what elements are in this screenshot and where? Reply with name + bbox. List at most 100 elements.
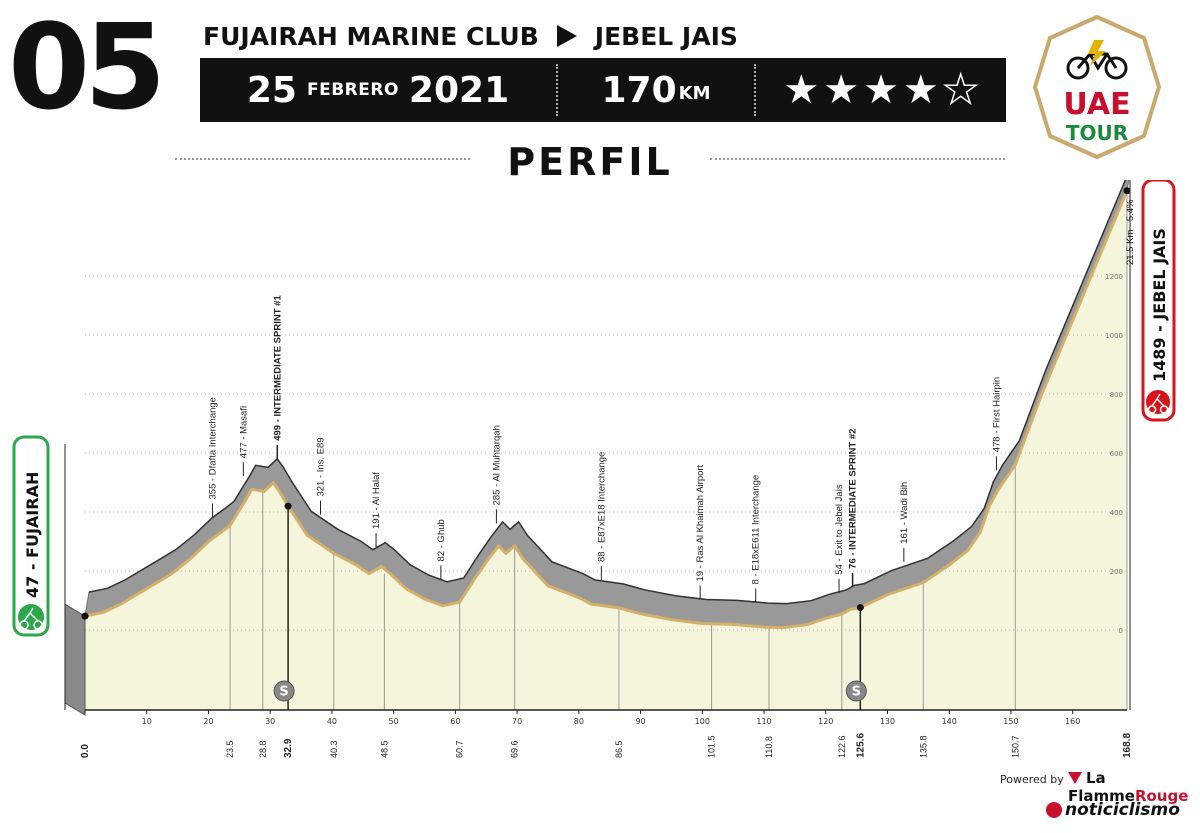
x-tick-label: 10 (142, 717, 152, 726)
dotted-rule-right (710, 158, 1005, 160)
distance-value: 170 (601, 69, 677, 111)
star-empty-icon: ★ (942, 66, 979, 114)
km-point-label: 69.6 (510, 740, 520, 758)
waypoint-label: 8 - E18xE611 Interchange (751, 475, 762, 585)
km-point-label: 122.6 (837, 735, 847, 758)
km-point-label: 23.5 (225, 740, 235, 758)
x-tick-label: 30 (265, 717, 275, 726)
date-day: 25 (246, 69, 297, 111)
waypoint-label: 321 - Ins. E89 (315, 437, 326, 496)
logo-badge-frame (1032, 14, 1162, 160)
finish-point (1123, 187, 1131, 195)
y-tick-label: 200 (1110, 568, 1123, 576)
km-point-label: 135.8 (918, 735, 928, 758)
x-tick-label: 140 (942, 717, 957, 726)
km-point-label: 125.6 (855, 733, 866, 758)
x-tick-label: 80 (574, 717, 584, 726)
waypoint-label: 499 - INTERMEDIATE SPRINT #1 (272, 295, 283, 441)
brand-la-flamme-rouge: La FlammeRouge (1068, 769, 1200, 805)
km-point-label: 60.7 (455, 740, 465, 758)
route-start: FUJAIRAH MARINE CLUB (203, 21, 539, 51)
x-tick-label: 100 (695, 717, 710, 726)
sprint-point (856, 604, 864, 612)
finish-marker-label: 1489 - JEBEL JAIS (1150, 228, 1169, 382)
start-point (81, 612, 89, 620)
waypoint-label: 355 - Dfafta Interchange (207, 397, 218, 499)
site-name: noticiclismo (1065, 800, 1180, 820)
sprint-badge-icon (273, 680, 295, 702)
finish-marker-pill (1141, 180, 1176, 422)
waypoint-label: 477 - Masafi (238, 406, 249, 458)
stage-date: 25 FEBRERO 2021 (200, 58, 556, 122)
sprint-badge-label: S (852, 685, 861, 700)
km-point-label: 110.8 (764, 736, 774, 758)
start-marker-label: 47 - FUJAIRAH (23, 472, 42, 598)
x-tick-label: 70 (512, 717, 522, 726)
km-point-label: 32.9 (283, 738, 294, 758)
start-marker-pill (12, 435, 50, 637)
route-title: FUJAIRAH MARINE CLUB JEBEL JAIS (203, 18, 738, 54)
stage-info-bar: 25 FEBRERO 2021 170 KM ★ ★ ★ ★ ★ (200, 58, 1006, 122)
road-line (84, 190, 1129, 630)
cyclist-badge-icon (1046, 802, 1062, 818)
y-tick-label: 0 (1119, 627, 1123, 635)
route-finish: JEBEL JAIS (594, 21, 738, 51)
powered-by-label: Powered by (1000, 773, 1064, 786)
waypoint-label: 478 - First Hairpin (991, 377, 1002, 453)
info-divider (556, 64, 558, 116)
date-year: 2021 (408, 69, 510, 111)
km-point-label: 28.8 (258, 740, 268, 758)
star-filled-icon: ★ (863, 67, 899, 113)
km-point-label: 0.0 (80, 744, 91, 758)
brand-part-a: La Flamme (1068, 769, 1135, 805)
difficulty-rating: ★ ★ ★ ★ ★ (756, 58, 1006, 122)
x-tick-label: 130 (880, 717, 895, 726)
section-header: PERFIL (175, 140, 1005, 184)
flamme-rouge-icon (1068, 772, 1082, 784)
date-month: FEBRERO (306, 80, 399, 100)
waypoint-label: 82 - Ghub (436, 519, 447, 561)
km-point-label: 150.7 (1010, 735, 1020, 758)
waypoint-label: 88 - E87xE18 Interchange (596, 452, 607, 562)
star-filled-icon: ★ (902, 67, 939, 113)
waypoint-label: 76 - INTERMEDIATE SPRINT #2 (848, 429, 859, 569)
x-tick-label: 110 (756, 717, 771, 726)
waypoint-label: 161 - Wadi Bih (899, 482, 910, 544)
noticiclismo-logo: noticiclismo (1046, 800, 1180, 820)
y-tick-label: 1000 (1105, 332, 1123, 340)
finish-bike-glyph (1147, 393, 1169, 414)
stage-number: 05 (8, 0, 166, 136)
y-tick-label: 600 (1110, 450, 1123, 458)
section-title: PERFIL (507, 140, 673, 184)
brand-part-b: Rouge (1134, 787, 1189, 805)
y-tick-label: 800 (1110, 391, 1123, 399)
x-tick-label: 160 (1065, 717, 1080, 726)
start-cyclist-icon (18, 604, 44, 630)
info-divider (754, 64, 756, 116)
sprint-badge-icon (845, 680, 867, 702)
bicycle-icon (1066, 52, 1128, 80)
x-tick-label: 60 (450, 717, 460, 726)
waypoint-label: 54 - Exit to Jebel Jais (834, 484, 845, 575)
uae-tour-logo: UAE TOUR (1032, 14, 1162, 160)
x-tick-label: 20 (203, 717, 213, 726)
sprint-badge-label: S (279, 685, 288, 700)
waypoint-label: 191 - Al Halaf (371, 472, 382, 529)
km-point-label: 168.8 (1122, 733, 1133, 758)
stage-distance: 170 KM (558, 58, 754, 122)
x-tick-label: 40 (327, 717, 337, 726)
waypoint-label: 19 - Ras Al Khaimah Airport (695, 464, 706, 581)
star-filled-icon: ★ (823, 67, 860, 113)
x-tick-label: 120 (818, 717, 833, 726)
km-point-label: 86.5 (614, 740, 624, 758)
profile-fill-area (85, 190, 1127, 710)
start-bike-glyph (19, 607, 43, 630)
star-filled-icon: ★ (783, 67, 820, 113)
y-tick-label: 400 (1110, 509, 1123, 517)
profile-start-wall (64, 603, 86, 716)
finish-cyclist-icon (1146, 390, 1170, 414)
lightning-icon (1088, 40, 1106, 66)
route-arrow-icon (556, 25, 577, 47)
sprint-point (284, 502, 292, 510)
waypoint-label: 285 - Al Muhtarqah (491, 425, 502, 505)
